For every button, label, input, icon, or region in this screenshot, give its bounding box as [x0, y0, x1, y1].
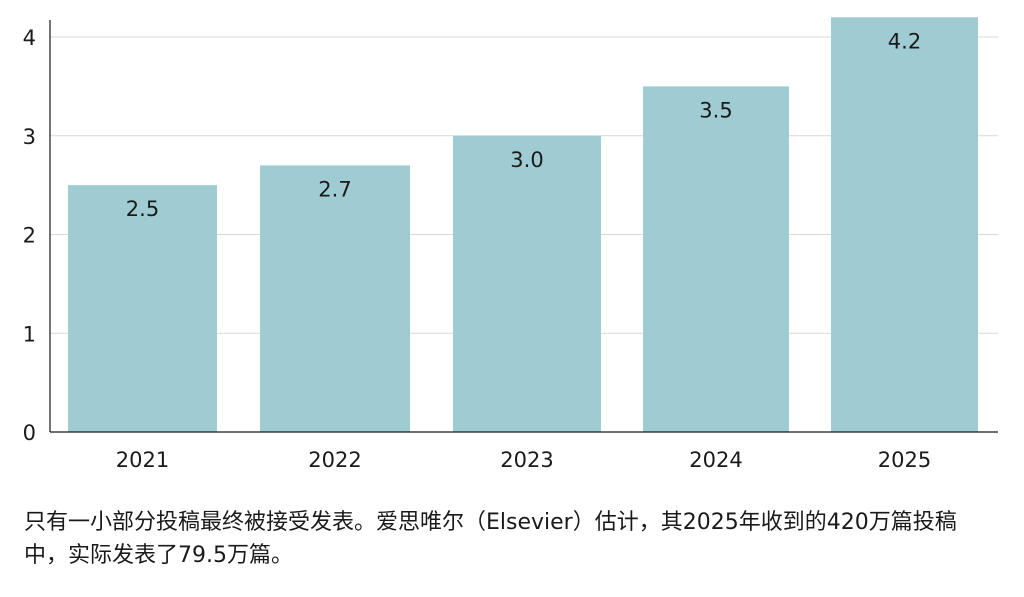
- y-tick-label-0: 0: [23, 421, 36, 445]
- y-tick-label-1: 1: [23, 322, 36, 346]
- x-tick-label-2025: 2025: [878, 448, 931, 472]
- x-tick-labels: 2021 2022 2023 2024 2025: [116, 448, 931, 472]
- y-tick-labels: 0 1 2 3 4: [23, 26, 36, 445]
- chart-caption: 只有一小部分投稿最终被接受发表。爱思唯尔（Elsevier）估计，其2025年收…: [24, 510, 957, 568]
- bar-2025: [831, 17, 978, 432]
- bar-2023: [453, 135, 601, 432]
- bar-2024: [643, 86, 789, 432]
- bar-2022: [260, 165, 410, 432]
- data-label-2021: 2.5: [126, 197, 159, 221]
- data-label-2023: 3.0: [510, 148, 543, 172]
- bar-chart: 0 1 2 3 4 2021 2022 2023 2024 2025 2.5 2.7 3.0 3.5 4…: [23, 17, 998, 472]
- data-label-2024: 3.5: [699, 98, 732, 122]
- data-label-2025: 4.2: [888, 29, 921, 53]
- x-tick-label-2021: 2021: [116, 448, 169, 472]
- y-tick-label-4: 4: [23, 26, 36, 50]
- bars: [68, 17, 978, 432]
- x-tick-label-2024: 2024: [689, 448, 742, 472]
- data-label-2022: 2.7: [318, 177, 351, 201]
- x-tick-label-2022: 2022: [308, 448, 361, 472]
- y-tick-label-3: 3: [23, 125, 36, 149]
- y-tick-label-2: 2: [23, 224, 36, 248]
- data-labels: 2.5 2.7 3.0 3.5 4.2: [126, 29, 921, 221]
- x-tick-label-2023: 2023: [500, 448, 553, 472]
- bar-2021: [68, 185, 217, 432]
- axes: [49, 20, 998, 433]
